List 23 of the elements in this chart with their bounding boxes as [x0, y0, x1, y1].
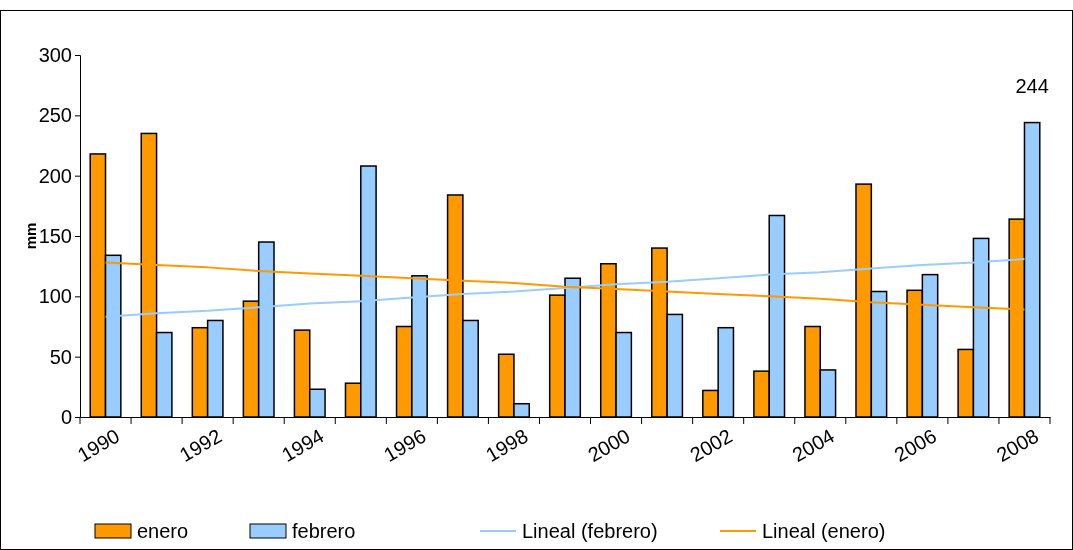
- y-tick-label: 300: [38, 43, 72, 66]
- x-tick-label: 2002: [686, 424, 736, 466]
- legend-label: Lineal (febrero): [522, 520, 658, 542]
- x-tick-label: 1992: [175, 424, 226, 466]
- legend-label: Lineal (enero): [762, 520, 886, 542]
- legend-label: febrero: [292, 520, 356, 542]
- x-tick-label: 1998: [482, 424, 532, 466]
- legend-label: enero: [137, 520, 189, 542]
- y-tick-label: 200: [38, 164, 72, 187]
- y-axis-title: mm: [22, 222, 39, 250]
- x-tick-label: 2008: [992, 424, 1043, 466]
- x-tick-label: 1990: [73, 424, 124, 466]
- x-tick-label: 2000: [584, 424, 634, 466]
- data-label: 244: [1015, 74, 1049, 97]
- y-tick-label: 100: [38, 285, 72, 308]
- y-tick-label: 50: [49, 345, 72, 368]
- y-tick-label: 0: [60, 405, 72, 428]
- y-tick-label: 150: [38, 224, 72, 247]
- x-tick-label: 1996: [380, 424, 430, 466]
- x-tick-label: 2004: [788, 424, 838, 466]
- x-tick-label: 2006: [890, 424, 941, 466]
- x-tick-label: 1994: [277, 424, 328, 466]
- y-tick-label: 250: [38, 104, 72, 127]
